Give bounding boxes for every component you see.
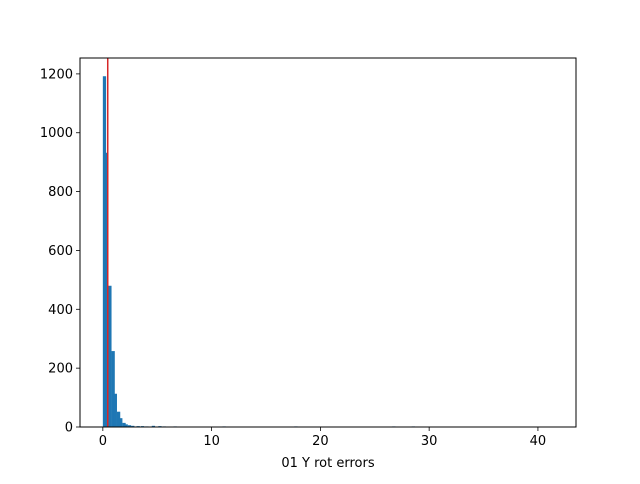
x-axis-label: 01 Y rot errors xyxy=(281,456,374,471)
x-tick-label: 20 xyxy=(312,434,329,449)
y-tick-label: 0 xyxy=(65,421,73,436)
y-tick-label: 1000 xyxy=(40,126,73,141)
histogram-bar xyxy=(108,286,111,427)
y-tick-label: 600 xyxy=(48,244,73,259)
x-tick-label: 0 xyxy=(99,434,107,449)
y-tick-label: 200 xyxy=(48,362,73,377)
histogram-bar xyxy=(114,394,117,427)
x-tick-label: 30 xyxy=(421,434,438,449)
y-tick-label: 1200 xyxy=(40,67,73,82)
y-tick-label: 400 xyxy=(48,303,73,318)
x-tick-label: 10 xyxy=(203,434,220,449)
y-tick-label: 800 xyxy=(48,185,73,200)
histogram-bar xyxy=(119,418,122,427)
x-tick-label: 40 xyxy=(530,434,547,449)
